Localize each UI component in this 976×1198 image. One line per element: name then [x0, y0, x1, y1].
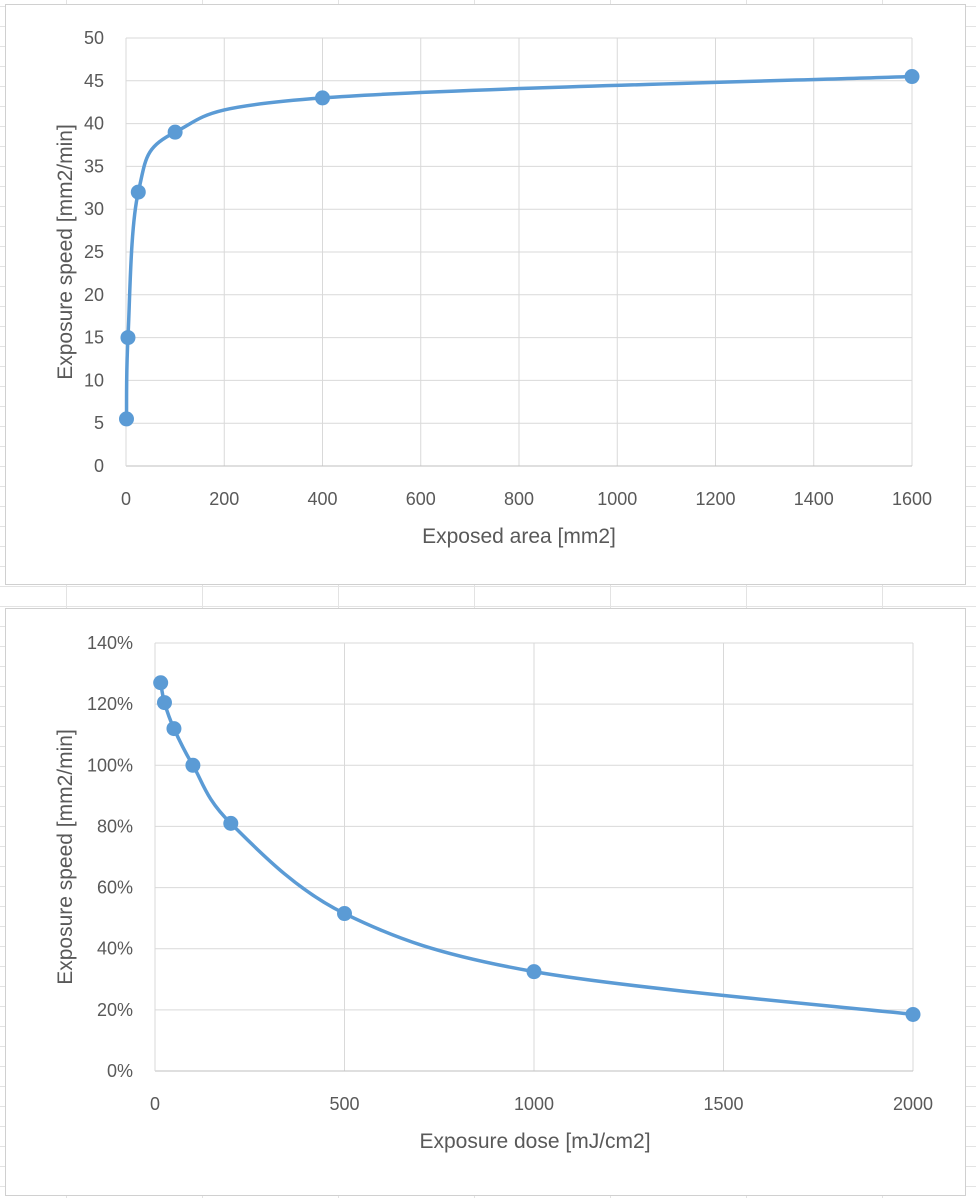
y-tick-label: 35 [84, 156, 104, 176]
x-tick-label: 1500 [703, 1094, 743, 1114]
data-point [337, 906, 352, 922]
chart-exposure-dose: 0 500 1000 1500 2000 0% 20% 40% 60% 80% 100% 120% 14… [5, 608, 966, 1196]
data-point [185, 757, 201, 773]
x-tick-label: 0 [150, 1094, 160, 1114]
y-tick-label: 40% [97, 939, 133, 959]
chart-exposed-area-svg: 0 200 400 600 800 1000 1200 1400 1600 0 5 10 15 20 25 3… [54, 28, 932, 548]
x-tick-label: 200 [209, 489, 239, 509]
y-tick-label: 120% [87, 694, 133, 714]
x-tick-label: 1400 [794, 489, 834, 509]
x-tick-label: 500 [329, 1094, 359, 1114]
data-point [166, 721, 182, 737]
y-tick-label: 60% [97, 878, 133, 898]
y-tick-label: 10 [84, 370, 104, 390]
y-tick-label: 20 [84, 285, 104, 305]
y-tick-label: 0 [94, 456, 104, 476]
data-point [118, 411, 134, 427]
data-point [153, 675, 169, 691]
x-tick-label: 800 [504, 489, 534, 509]
data-point [904, 69, 920, 85]
data-point [156, 695, 172, 711]
x-tick-label: 1200 [695, 489, 735, 509]
x-tick-label: 1000 [514, 1094, 554, 1114]
y-tick-label: 140% [87, 633, 133, 653]
series-line [158, 680, 915, 1017]
y-tick-label: 80% [97, 816, 133, 836]
x-tick-label: 1600 [892, 489, 932, 509]
x-tick-label: 2000 [893, 1094, 933, 1114]
x-axis-title: Exposure dose [mJ/cm2] [419, 1130, 650, 1153]
y-tick-label: 40 [84, 114, 104, 134]
x-tick-label: 1000 [597, 489, 637, 509]
x-tick-label: 400 [307, 489, 337, 509]
y-axis-title: Exposure speed [mm2/min] [54, 124, 77, 380]
y-tick-label: 20% [97, 1000, 133, 1020]
x-axis-title: Exposed area [mm2] [422, 525, 616, 548]
data-point [167, 124, 183, 140]
y-tick-label: 0% [107, 1061, 133, 1081]
y-tick-label: 30 [84, 199, 104, 219]
y-tick-label: 50 [84, 28, 104, 48]
y-tick-label: 15 [84, 328, 104, 348]
x-tick-label: 600 [406, 489, 436, 509]
data-point [130, 184, 146, 200]
y-tick-label: 45 [84, 71, 104, 91]
data-point [120, 330, 136, 346]
chart-exposure-dose-svg: 0 500 1000 1500 2000 0% 20% 40% 60% 80% 100% 120% 14… [54, 633, 933, 1153]
y-tick-label: 25 [84, 242, 104, 262]
x-tick-label: 0 [121, 489, 131, 509]
data-point [526, 964, 542, 980]
chart-exposed-area: 0 200 400 600 800 1000 1200 1400 1600 0 5 10 15 20 25 3… [5, 4, 966, 585]
data-point [905, 1006, 921, 1022]
data-point [223, 815, 239, 831]
y-tick-label: 100% [87, 755, 133, 775]
data-point [315, 90, 330, 106]
y-axis-title: Exposure speed [mm2/min] [54, 729, 77, 985]
y-tick-label: 5 [94, 413, 104, 433]
